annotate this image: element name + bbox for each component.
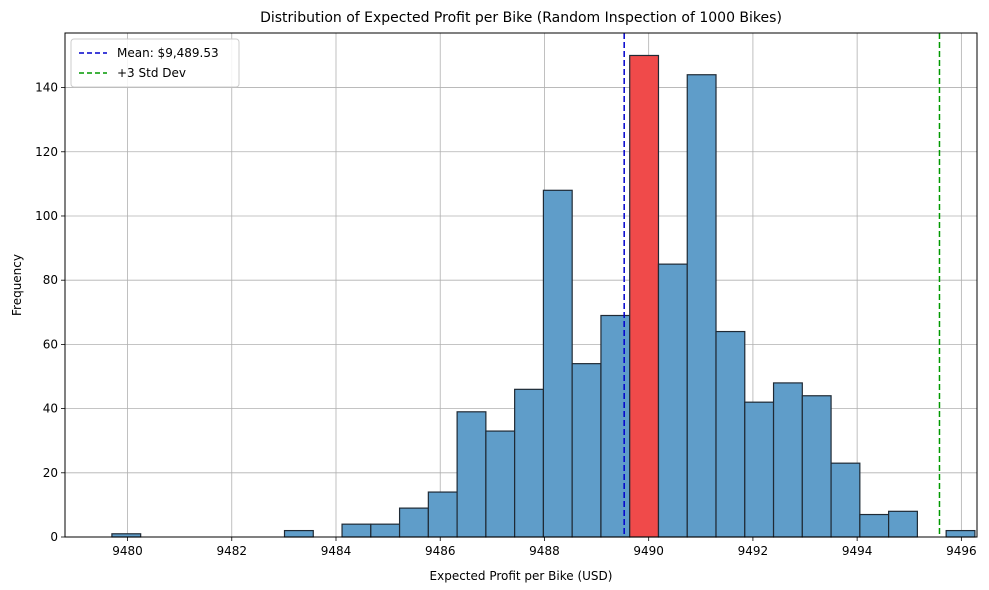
x-tick-label: 9494 <box>842 544 873 558</box>
y-tick-label: 0 <box>50 530 58 544</box>
legend-std-label: +3 Std Dev <box>117 66 186 80</box>
y-tick-label: 60 <box>43 337 58 351</box>
x-tick-label: 9486 <box>425 544 456 558</box>
x-tick-label: 9488 <box>529 544 560 558</box>
chart-title: Distribution of Expected Profit per Bike… <box>260 10 782 26</box>
histogram-bar <box>945 529 976 538</box>
x-tick-label: 9492 <box>738 544 769 558</box>
histogram-bar <box>600 314 631 538</box>
x-tick-label: 9482 <box>216 544 247 558</box>
y-tick-label: 140 <box>35 81 58 95</box>
histogram-bar-highlight <box>629 54 660 538</box>
axis-ticks: 9480 9482 9484 9486 9488 9490 9492 9494 9496 0 20 4… <box>35 81 977 558</box>
x-tick-label: 9490 <box>633 544 664 558</box>
histogram-bar <box>686 74 717 538</box>
y-tick-label: 120 <box>35 145 58 159</box>
histogram-bar <box>657 263 688 538</box>
x-axis-label: Expected Profit per Bike (USD) <box>430 569 613 583</box>
histogram-bar <box>514 388 545 538</box>
legend-box <box>70 38 240 88</box>
y-tick-label: 100 <box>35 209 58 223</box>
legend: Mean: $9,489.53 +3 Std Dev <box>70 38 240 88</box>
histogram-bar <box>744 401 775 538</box>
histogram-bar <box>830 462 861 538</box>
histogram-bar <box>283 529 314 538</box>
histogram-bar <box>427 491 458 538</box>
reference-lines <box>623 33 941 537</box>
histogram-bars <box>111 54 976 538</box>
histogram-bar <box>772 382 803 538</box>
histogram-bar <box>542 189 573 538</box>
histogram-bar <box>859 513 890 538</box>
histogram-bar <box>888 510 918 538</box>
plot-frame <box>64 32 978 538</box>
x-tick-label: 9496 <box>946 544 977 558</box>
legend-mean-label: Mean: $9,489.53 <box>117 46 219 60</box>
histogram-bar <box>398 507 429 538</box>
histogram-bar <box>801 395 832 538</box>
x-tick-label: 9480 <box>112 544 143 558</box>
y-tick-label: 40 <box>43 402 58 416</box>
x-tick-label: 9484 <box>321 544 352 558</box>
histogram-bar <box>456 411 487 538</box>
histogram-bar <box>341 523 372 538</box>
histogram-bar <box>485 430 516 538</box>
histogram-bar <box>571 363 602 538</box>
histogram-bar <box>370 523 401 538</box>
histogram-bar <box>715 330 746 538</box>
y-tick-label: 20 <box>43 466 58 480</box>
y-tick-label: 80 <box>43 273 58 287</box>
y-axis-label: Frequency <box>10 254 24 316</box>
